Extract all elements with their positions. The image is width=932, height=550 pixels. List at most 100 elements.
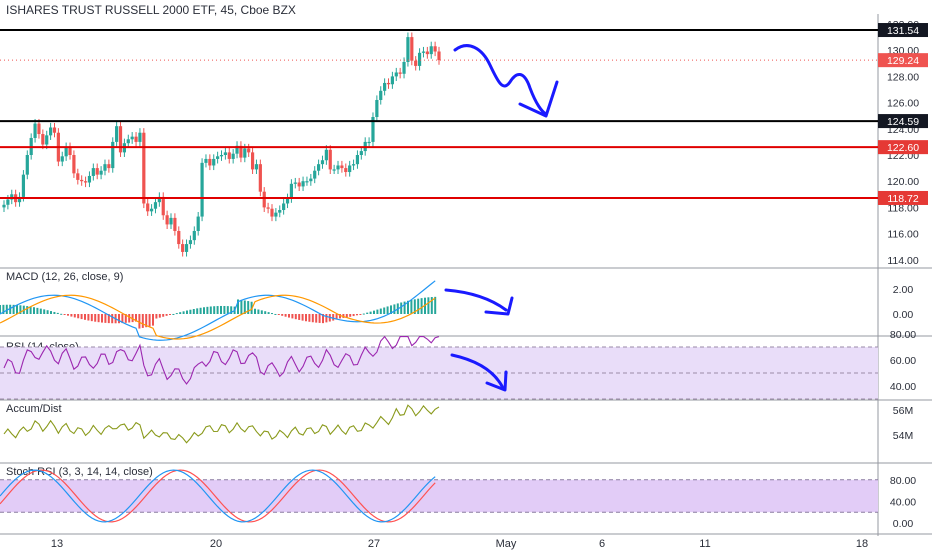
macd-tick-label: 0.00 <box>893 309 914 321</box>
stoch-band <box>0 479 878 513</box>
price-tick-label: 118.00 <box>887 202 918 214</box>
candle-up <box>316 164 321 171</box>
candle-up <box>99 170 103 175</box>
macd-histogram-bar <box>410 300 413 314</box>
candle-up <box>126 139 130 144</box>
time-axis-label: 27 <box>368 538 380 550</box>
macd-histogram-bar <box>16 305 18 314</box>
macd-histogram-bar <box>264 311 267 314</box>
candle-down <box>328 149 332 170</box>
candle-up <box>243 148 247 158</box>
macd-histogram-bar <box>131 314 134 323</box>
stoch-rsi-label: Stoch RSI (3, 3, 14, 14, close) <box>6 466 153 478</box>
candle-up <box>289 183 294 199</box>
macd-histogram-bar <box>84 314 86 320</box>
level-price-tag-text: 124.59 <box>887 116 919 128</box>
candle-down <box>208 158 212 166</box>
candle-up <box>429 46 433 55</box>
candle-up <box>64 147 68 157</box>
macd-histogram-bar <box>145 314 148 328</box>
macd-histogram-bar <box>26 306 29 314</box>
candle-up <box>212 158 216 166</box>
candle-up <box>355 155 360 165</box>
macd-histogram-bar <box>158 314 161 318</box>
candle-up <box>254 164 259 170</box>
macd-histogram-bar <box>5 304 8 314</box>
candle-up <box>421 51 426 53</box>
forecast-arrowhead-price <box>518 80 559 118</box>
candle-down <box>134 136 138 142</box>
macd-histogram-bar <box>288 314 290 318</box>
candle-up <box>17 196 22 203</box>
level-price-tag <box>878 23 928 38</box>
macd-histogram-bar <box>291 314 294 319</box>
macd-histogram-bar <box>56 312 59 314</box>
macd-histogram-bar <box>9 304 12 314</box>
candle-down <box>173 217 177 231</box>
macd-histogram-bar <box>104 314 107 323</box>
candle-up <box>153 202 158 209</box>
macd-histogram-bar <box>199 307 202 314</box>
macd-histogram-bar <box>427 297 430 314</box>
candle-up <box>383 82 387 91</box>
macd-histogram-bar <box>254 308 256 314</box>
rsi-line <box>3 335 440 385</box>
macd-histogram-bar <box>243 300 246 314</box>
level-price-tag-text: 122.60 <box>887 142 919 154</box>
candle-down <box>344 168 348 173</box>
candle-up <box>111 141 115 169</box>
stoch-tick-label: 0.00 <box>893 518 914 530</box>
macd-histogram-bar <box>162 314 165 317</box>
chart-title: ISHARES TRUST RUSSELL 2000 ETF, 45, Cboe… <box>6 3 296 17</box>
macd-histogram-bar <box>19 305 22 314</box>
level-price-tag <box>878 114 928 129</box>
candle-down <box>165 215 169 225</box>
candle-up <box>305 181 309 183</box>
macd-histogram-bar <box>277 314 280 315</box>
macd-histogram-bar <box>230 306 233 314</box>
candle-up <box>10 194 14 200</box>
macd-histogram-bar <box>165 314 168 316</box>
stoch-tick-label: 80.00 <box>890 475 916 487</box>
macd-histogram-bar <box>203 307 205 314</box>
macd-histogram-bar <box>63 314 66 315</box>
macd-histogram-bar <box>206 306 209 314</box>
candle-down <box>95 168 99 175</box>
candle-up <box>379 90 383 100</box>
macd-histogram-bar <box>339 314 341 319</box>
forecast-arrow-price <box>453 44 548 116</box>
macd-histogram-bar <box>284 314 287 317</box>
candle-down <box>414 60 418 66</box>
price-tick-label: 126.00 <box>887 98 919 110</box>
accum-tick-label: 54M <box>893 430 913 442</box>
macd-histogram-bar <box>182 311 185 314</box>
macd-histogram-bar <box>434 296 437 314</box>
macd-histogram-bar <box>77 314 80 319</box>
macd-histogram-bar <box>216 306 219 314</box>
stoch-d-line <box>0 469 436 523</box>
macd-histogram-bar <box>220 305 222 314</box>
candle-up <box>6 199 10 205</box>
candle-up <box>204 158 208 163</box>
macd-histogram-bar <box>186 310 188 314</box>
macd-histogram-bar <box>118 314 120 324</box>
candle-up <box>103 164 107 171</box>
macd-histogram-bar <box>379 308 382 314</box>
candle-up <box>188 240 193 245</box>
stoch-tick-label: 40.00 <box>890 496 916 508</box>
candle-up <box>192 230 196 241</box>
candle-down <box>68 147 72 155</box>
macd-histogram-bar <box>298 314 301 320</box>
candle-up <box>21 174 26 197</box>
price-tick-label: 120.00 <box>887 176 919 188</box>
macd-histogram-bar <box>400 302 403 314</box>
candle-down <box>266 207 270 209</box>
candle-down <box>297 182 301 187</box>
macd-histogram-bar <box>271 313 273 315</box>
time-axis-label: 13 <box>51 538 63 550</box>
macd-histogram-bar <box>46 310 49 314</box>
candle-down <box>340 165 344 169</box>
macd-histogram-bar <box>111 314 114 324</box>
candle-up <box>375 99 379 118</box>
